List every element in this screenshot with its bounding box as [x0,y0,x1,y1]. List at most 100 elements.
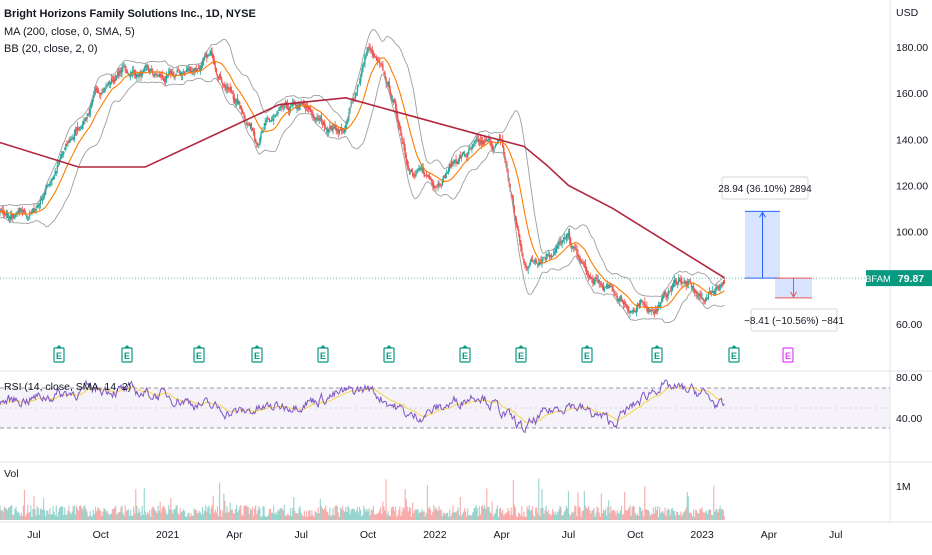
volume-bar [235,505,238,520]
volume-bar [590,513,592,520]
volume-bar [189,516,191,520]
volume-bar [98,507,100,520]
candle-body [581,261,583,263]
rsi-legend[interactable]: RSI (14, close, SMA, 14, 2) [4,381,132,393]
volume-bar [52,506,54,520]
candle-body [175,73,177,76]
candle-body [35,208,37,211]
volume-bar [633,506,635,520]
candle-body [420,168,422,170]
volume-bar [568,514,571,520]
volume-bar [673,510,676,520]
candle-body [307,106,310,110]
volume-bar [102,511,104,520]
candle-body [538,262,540,266]
volume-bar [639,507,642,520]
candle-body [454,160,456,162]
candle-body [385,77,387,84]
candle-body [688,281,691,283]
volume-bar [723,516,725,520]
candle-body [99,93,101,94]
volume-bar [6,509,9,520]
candle-body [712,290,714,293]
volume-bar [134,513,136,520]
volume-bar [25,513,28,520]
volume-bar [296,512,298,520]
volume-bar [122,513,124,520]
volume-legend[interactable]: Vol [4,468,19,480]
volume-bar [480,506,483,520]
volume-bar [150,516,152,520]
volume-bar [511,514,513,520]
candle-body [469,148,471,150]
candle-body [368,46,370,48]
candle-body [669,290,671,292]
candle-body [528,265,530,268]
candle-body [371,50,373,55]
volume-bar [266,516,268,520]
candle-body [270,120,273,122]
candle-body [670,289,673,291]
candle-body [566,235,569,237]
volume-bar [332,507,334,520]
volume-bar [162,505,164,520]
volume-bar [113,507,116,520]
volume-bar [95,511,98,520]
volume-bar [371,510,373,520]
candle-body [72,137,74,139]
candle-body [3,212,6,215]
earnings-marker-notch [320,345,326,348]
volume-bar [223,493,225,520]
volume-bar [75,505,78,520]
bb-legend[interactable]: BB (20, close, 2, 0) [4,43,98,55]
volume-bar [349,514,351,520]
candle-body [188,67,190,70]
candle-body [323,121,326,127]
candle-body [101,92,103,95]
volume-bar [596,506,598,520]
volume-bar [686,492,688,520]
earnings-marker-future[interactable] [782,347,794,363]
volume-bar [194,509,196,520]
volume-bar [611,511,613,520]
candle-body [148,70,151,73]
volume-bar [496,505,499,520]
candle-body [493,148,495,150]
candle-body [152,70,154,75]
candle-body [206,54,208,58]
volume-bar [450,516,452,520]
candle-body [279,106,281,108]
candle-body [261,130,263,134]
volume-bar [679,514,681,520]
volume-bar [27,505,29,520]
volume-bar [63,514,65,520]
candle-body [5,213,8,215]
candle-body [511,195,513,200]
candle-body [55,170,57,173]
volume-bar [391,506,394,520]
candle-body [490,141,492,145]
volume-bar [368,508,370,520]
candle-body [165,75,168,80]
volume-bar [86,511,88,520]
candle-body [0,209,2,211]
volume-bar [529,510,531,520]
volume-bar [600,493,602,520]
earnings-marker-notch [254,345,260,348]
candle-body [264,122,266,126]
candle-body [562,240,564,242]
volume-bar [579,507,581,520]
candle-body [617,300,620,302]
volume-bar [428,506,431,520]
candle-body [267,118,270,120]
volume-bar [19,516,21,520]
volume-bar [311,510,313,520]
ma-legend[interactable]: MA (200, close, 0, SMA, 5) [4,26,135,38]
price-tag-value: 79.87 [898,273,924,285]
candle-body [479,140,482,143]
earnings-marker-letter: E [731,351,737,361]
candle-body [184,71,187,73]
volume-bar [530,510,532,520]
candle-body [673,279,676,283]
